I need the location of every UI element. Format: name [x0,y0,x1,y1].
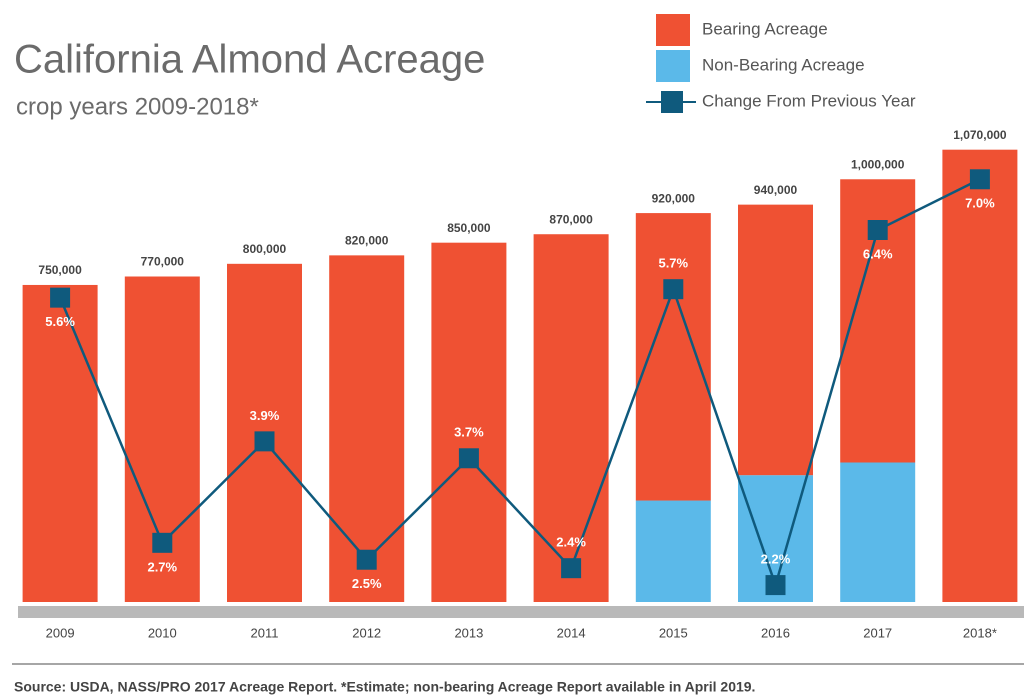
x-tick-label: 2015 [659,625,688,640]
change-label: 7.0% [965,196,995,211]
total-label: 870,000 [549,212,593,226]
chart-subtitle: crop years 2009-2018* [16,93,259,120]
change-marker [561,558,582,579]
legend-swatch [661,91,683,113]
x-tick-label: 2016 [761,625,790,640]
bar-segment [738,204,813,476]
change-marker [663,279,684,300]
bar-segment [635,500,711,602]
change-marker [356,549,377,570]
total-label: 770,000 [141,255,185,269]
x-tick-label: 2010 [148,625,177,640]
source-note: Source: USDA, NASS/PRO 2017 Acreage Repo… [14,679,755,695]
change-label: 2.7% [147,559,177,574]
change-marker [867,220,888,240]
change-label: 6.4% [863,246,893,261]
change-marker [254,431,275,452]
x-tick-label: 2012 [352,625,381,640]
change-marker [152,532,173,553]
total-label: 820,000 [345,234,389,248]
change-label: 2.5% [352,576,382,591]
change-marker [765,575,786,596]
total-label: 1,070,000 [953,128,1007,142]
total-label: 850,000 [447,221,491,235]
legend-label: Bearing Acreage [702,19,828,38]
total-label: 1,000,000 [851,157,905,171]
total-label: 940,000 [754,183,798,197]
x-tick-label: 2011 [251,625,279,640]
baseline-bar [18,606,1024,618]
bar-segment [942,149,1018,602]
change-label: 3.9% [250,408,280,423]
change-label: 5.7% [658,256,688,271]
total-label: 920,000 [652,191,696,205]
change-label: 3.7% [454,425,484,440]
legend-label: Change From Previous Year [702,91,916,110]
x-tick-label: 2009 [46,625,75,640]
bar-segment [329,255,405,602]
bar-segment [124,276,200,602]
change-label: 2.2% [761,552,791,567]
x-tick-label: 2014 [557,625,586,640]
x-tick-label: 2018* [963,625,997,640]
change-line [58,178,981,590]
bar-segment [431,242,507,602]
chart-title: California Almond Acreage [14,38,485,82]
bar-segment [22,284,98,602]
total-label: 750,000 [38,263,82,277]
change-marker [458,448,479,469]
x-tick-label: 2017 [863,625,892,640]
x-tick-label: 2013 [454,625,483,640]
change-marker [50,287,71,308]
legend-swatch [656,14,690,46]
legend-label: Non-Bearing Acreage [702,55,865,74]
legend-swatch [656,50,690,82]
change-label: 2.4% [556,535,586,550]
change-marker [969,169,990,190]
total-label: 800,000 [243,242,287,256]
bar-segment [840,462,916,602]
change-label: 5.6% [45,314,75,329]
